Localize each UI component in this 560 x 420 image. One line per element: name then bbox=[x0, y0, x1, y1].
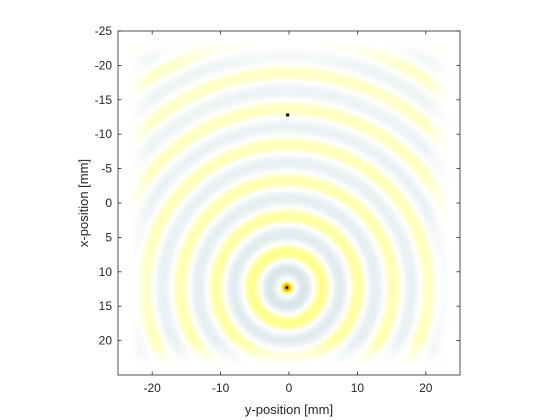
y-tick-label: -5 bbox=[101, 162, 112, 176]
x-tick-label: -10 bbox=[212, 381, 230, 395]
y-tick-label: 15 bbox=[99, 299, 113, 313]
y-tick-label: -10 bbox=[95, 127, 113, 141]
sensor-marker bbox=[286, 113, 290, 117]
y-tick-label: 5 bbox=[105, 230, 112, 244]
markers bbox=[281, 113, 292, 293]
source-center bbox=[285, 286, 289, 289]
x-tick-label: 10 bbox=[351, 381, 365, 395]
y-tick-label: 0 bbox=[105, 196, 112, 210]
y-tick-label: -20 bbox=[95, 58, 113, 72]
y-tick-label: 20 bbox=[99, 334, 113, 348]
wave-field-image bbox=[118, 31, 460, 375]
x-tick-label: 0 bbox=[286, 381, 293, 395]
x-axis-ticks: -20 -10 0 10 20 bbox=[144, 31, 433, 395]
wave-field bbox=[118, 31, 460, 375]
x-axis-label: y-position [mm] bbox=[245, 402, 333, 417]
x-tick-label: -20 bbox=[144, 381, 162, 395]
x-tick-label: 20 bbox=[419, 381, 433, 395]
y-tick-label: 10 bbox=[99, 265, 113, 279]
y-tick-label: -25 bbox=[95, 24, 113, 38]
y-tick-label: -15 bbox=[95, 93, 113, 107]
y-axis-ticks: -25 -20 -15 -10 -5 0 5 10 15 20 bbox=[95, 24, 460, 348]
y-axis-label: x-position [mm] bbox=[76, 159, 91, 247]
